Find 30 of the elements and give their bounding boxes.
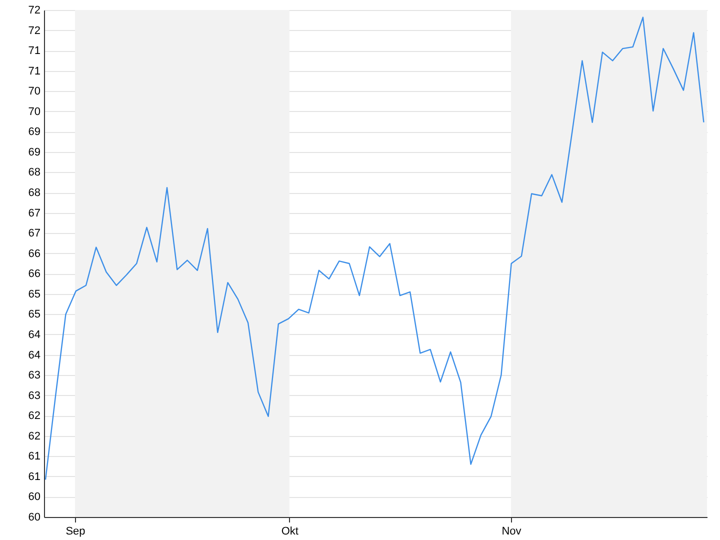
y-tick-label: 72 [28,24,40,37]
y-tick-label: 69 [28,126,40,138]
y-tick-label: 61 [28,470,40,483]
y-tick-label: 71 [28,45,40,58]
y-tick-label: 60 [28,491,40,504]
x-tick-label: Sep [66,526,86,538]
y-tick-label: 67 [28,207,40,220]
y-tick-label: 66 [28,248,40,260]
y-tick-label: 60 [28,512,40,524]
y-tick-label: 68 [28,187,40,200]
y-tick-label: 61 [28,450,40,463]
y-tick-label: 66 [28,268,40,280]
y-tick-label: 65 [28,308,40,321]
y-tick-label: 70 [28,106,40,118]
y-tick-label: 64 [28,328,40,341]
x-tick-label: Nov [502,526,522,538]
x-tick-label: Okt [281,526,298,538]
y-tick-label: 72 [28,4,40,16]
line-series [44,16,704,480]
y-tick-label: 62 [28,430,40,442]
y-tick-label: 70 [28,86,40,98]
y-tick-label: 71 [28,65,40,78]
y-tick-label: 62 [28,410,40,422]
y-tick-label: 68 [28,166,40,179]
y-tick-label: 65 [28,288,40,300]
y-tick-label: 63 [28,370,40,382]
y-tick-label: 67 [28,228,40,240]
y-tick-label: 69 [28,146,40,158]
y-tick-label: 64 [28,349,40,362]
y-tick-label: 63 [28,390,40,402]
